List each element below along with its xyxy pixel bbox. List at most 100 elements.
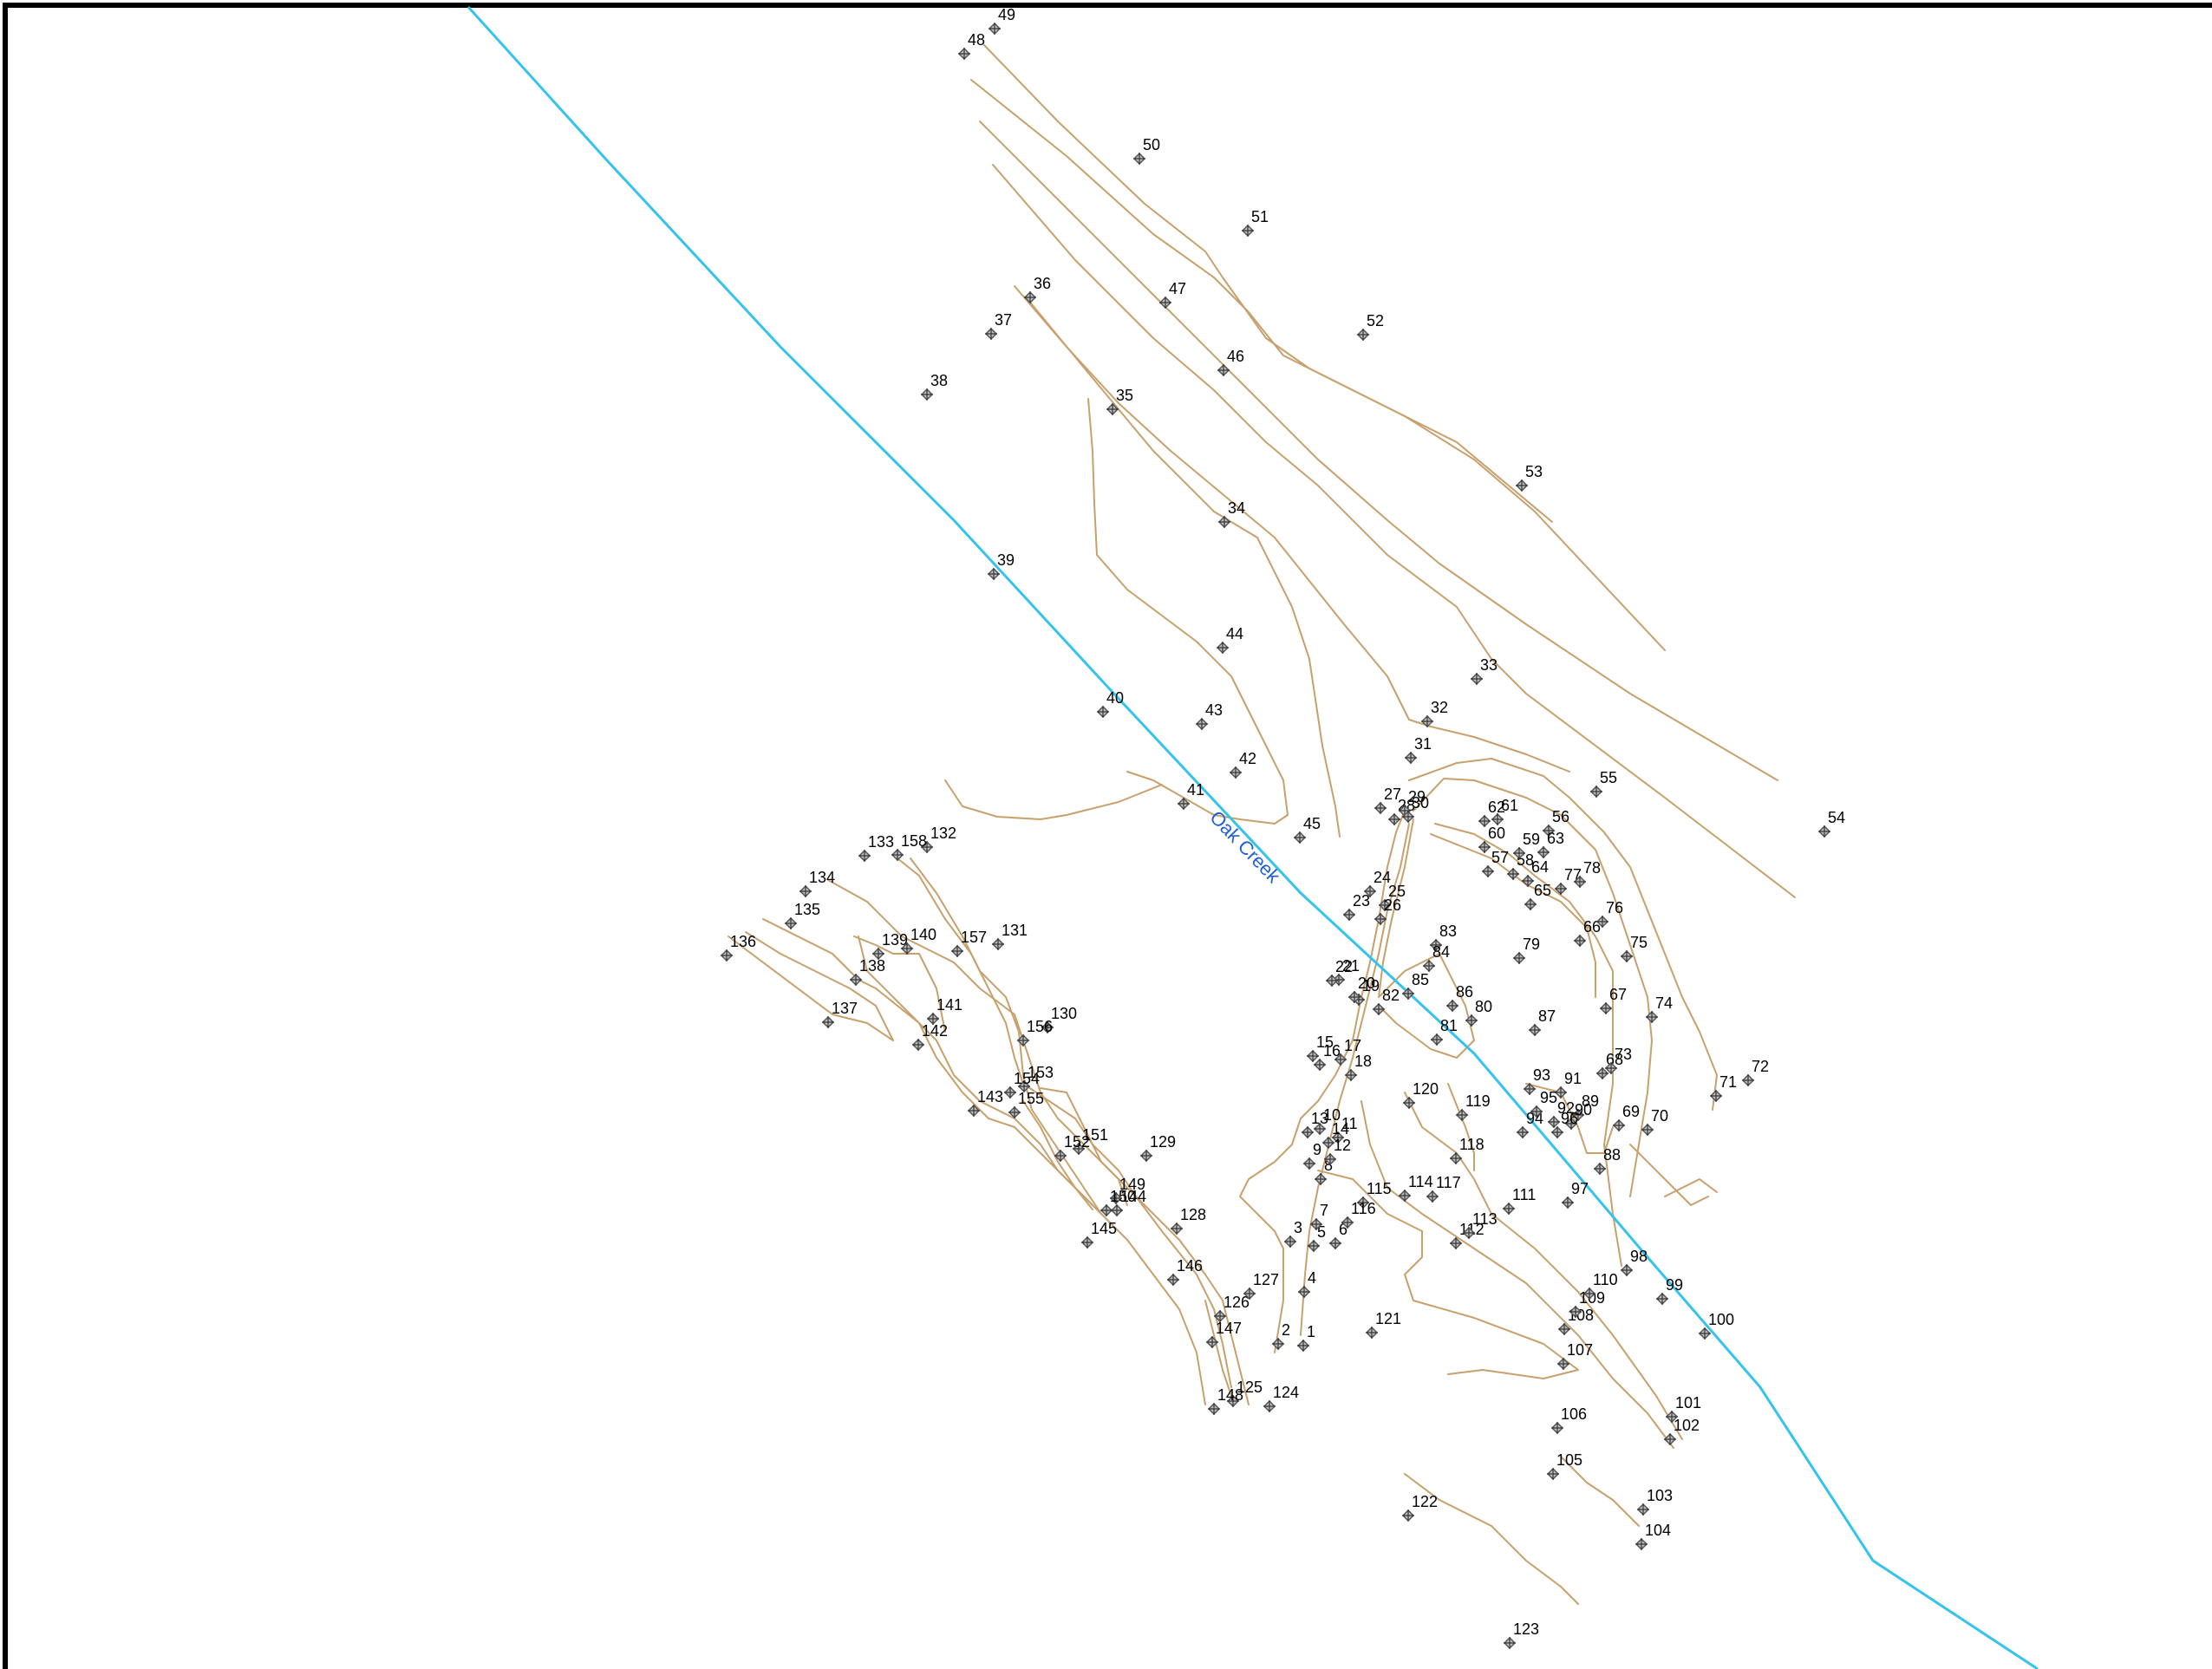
survey-point[interactable]: 26 [1374, 896, 1401, 926]
survey-point[interactable]: 89 [1571, 1092, 1599, 1122]
survey-point[interactable]: 1 [1296, 1323, 1315, 1353]
survey-point[interactable]: 79 [1512, 936, 1540, 965]
survey-point[interactable]: 5 [1307, 1223, 1326, 1253]
survey-point[interactable]: 59 [1512, 831, 1540, 860]
survey-point[interactable]: 102 [1663, 1417, 1700, 1446]
survey-point[interactable]: 147 [1205, 1320, 1242, 1349]
survey-point[interactable]: 46 [1217, 348, 1244, 377]
survey-point[interactable]: 9 [1302, 1141, 1321, 1170]
survey-point[interactable]: 14 [1321, 1120, 1349, 1150]
survey-point[interactable]: 107 [1556, 1341, 1593, 1371]
survey-point[interactable]: 75 [1620, 934, 1648, 963]
survey-point[interactable]: 103 [1636, 1487, 1673, 1516]
survey-point[interactable]: 122 [1401, 1493, 1438, 1522]
survey-point[interactable]: 114 [1398, 1173, 1433, 1203]
survey-point[interactable]: 4 [1297, 1269, 1316, 1299]
survey-point[interactable]: 95 [1530, 1089, 1557, 1118]
survey-point[interactable]: 118 [1449, 1136, 1484, 1165]
survey-point[interactable]: 154 [1003, 1070, 1040, 1099]
survey-point[interactable]: 137 [821, 1000, 858, 1029]
survey-point[interactable]: 128 [1170, 1206, 1206, 1235]
survey-point[interactable]: 55 [1589, 769, 1617, 799]
survey-point[interactable]: 136 [720, 933, 756, 962]
survey-point[interactable]: 76 [1595, 899, 1623, 929]
survey-point[interactable]: 90 [1564, 1101, 1592, 1131]
survey-point[interactable]: 69 [1612, 1103, 1640, 1132]
survey-point[interactable]: 145 [1080, 1220, 1117, 1249]
survey-point[interactable]: 51 [1241, 208, 1269, 238]
survey-point[interactable]: 61 [1491, 797, 1518, 826]
survey-point[interactable]: 52 [1356, 312, 1384, 342]
survey-point[interactable]: 15 [1306, 1033, 1334, 1063]
survey-point[interactable]: 45 [1293, 815, 1321, 844]
survey-point[interactable]: 150 [1099, 1188, 1136, 1217]
survey-point[interactable]: 148 [1207, 1386, 1243, 1416]
survey-point[interactable]: 12 [1323, 1137, 1351, 1166]
survey-point[interactable]: 84 [1422, 943, 1450, 973]
survey-point[interactable]: 132 [920, 825, 956, 854]
survey-point[interactable]: 36 [1023, 275, 1051, 304]
survey-point[interactable]: 11 [1331, 1115, 1358, 1144]
survey-point[interactable]: 24 [1363, 869, 1391, 898]
survey-point[interactable]: 96 [1550, 1110, 1578, 1139]
survey-point[interactable]: 47 [1158, 280, 1186, 310]
survey-point[interactable]: 8 [1314, 1157, 1333, 1186]
survey-point[interactable]: 38 [920, 372, 948, 401]
survey-point[interactable]: 117 [1426, 1174, 1461, 1203]
survey-point[interactable]: 54 [1817, 809, 1845, 838]
survey-point[interactable]: 78 [1573, 859, 1601, 889]
survey-point[interactable]: 81 [1430, 1017, 1458, 1046]
survey-point[interactable]: 33 [1470, 656, 1498, 686]
survey-point[interactable]: 149 [1109, 1176, 1145, 1205]
survey-point[interactable]: 104 [1635, 1522, 1671, 1551]
survey-point[interactable]: 135 [784, 901, 820, 930]
survey-point[interactable]: 64 [1521, 858, 1549, 888]
survey-point[interactable]: 129 [1139, 1133, 1176, 1163]
survey-point[interactable]: 156 [1016, 1018, 1053, 1047]
survey-point[interactable]: 63 [1537, 830, 1564, 859]
survey-point[interactable]: 134 [799, 869, 835, 898]
survey-point[interactable]: 157 [950, 929, 987, 958]
survey-point[interactable]: 7 [1309, 1202, 1328, 1231]
survey-point[interactable]: 16 [1313, 1042, 1341, 1072]
survey-point[interactable]: 97 [1561, 1180, 1589, 1209]
survey-point[interactable]: 13 [1301, 1110, 1328, 1139]
survey-point[interactable]: 67 [1599, 986, 1627, 1015]
survey-point[interactable]: 142 [911, 1022, 948, 1052]
survey-point[interactable]: 3 [1283, 1219, 1302, 1248]
survey-point[interactable]: 158 [891, 832, 927, 862]
survey-point[interactable]: 44 [1216, 625, 1243, 655]
survey-point[interactable]: 49 [988, 6, 1015, 36]
survey-point[interactable]: 34 [1217, 499, 1245, 529]
survey-point[interactable]: 131 [991, 922, 1028, 951]
survey-point[interactable]: 25 [1378, 883, 1406, 912]
survey-point[interactable]: 74 [1645, 994, 1673, 1024]
survey-point[interactable]: 17 [1334, 1037, 1361, 1066]
survey-point[interactable]: 143 [967, 1088, 1003, 1118]
survey-point[interactable]: 35 [1106, 387, 1133, 416]
survey-point[interactable]: 40 [1096, 689, 1124, 719]
survey-point[interactable]: 113 [1462, 1210, 1498, 1240]
survey-point[interactable]: 18 [1344, 1053, 1372, 1082]
survey-point[interactable]: 50 [1132, 136, 1160, 166]
survey-point[interactable]: 124 [1263, 1384, 1299, 1413]
survey-point[interactable]: 57 [1481, 849, 1509, 878]
survey-point[interactable]: 138 [849, 957, 885, 987]
survey-point[interactable]: 39 [987, 551, 1015, 581]
survey-point[interactable]: 151 [1072, 1126, 1108, 1156]
survey-point[interactable]: 110 [1582, 1271, 1618, 1301]
survey-point[interactable]: 37 [984, 311, 1012, 341]
survey-point[interactable]: 87 [1528, 1007, 1556, 1037]
survey-point[interactable]: 93 [1523, 1066, 1550, 1096]
survey-point[interactable]: 65 [1524, 882, 1551, 911]
survey-point[interactable]: 6 [1328, 1221, 1347, 1250]
survey-point[interactable]: 48 [957, 31, 985, 61]
survey-point[interactable]: 106 [1550, 1405, 1587, 1435]
survey-point[interactable]: 41 [1177, 781, 1204, 811]
survey-point[interactable]: 23 [1342, 892, 1370, 922]
survey-point[interactable]: 72 [1741, 1058, 1769, 1087]
survey-point[interactable]: 130 [1041, 1005, 1077, 1034]
survey-point[interactable]: 121 [1365, 1310, 1401, 1340]
survey-point[interactable]: 20 [1347, 975, 1375, 1004]
